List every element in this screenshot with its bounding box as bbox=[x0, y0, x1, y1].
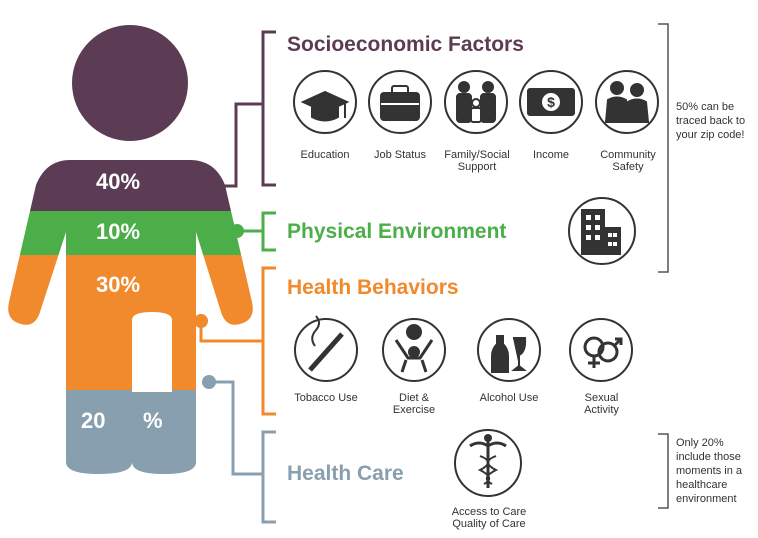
label-diet-exercise: Diet & Exercise bbox=[392, 392, 436, 416]
gender-symbols-icon bbox=[569, 318, 633, 382]
alcohol-icon bbox=[477, 318, 541, 382]
heading-health-care: Health Care bbox=[287, 462, 404, 485]
heading-physical: Physical Environment bbox=[287, 220, 507, 243]
bracket-healthcare bbox=[658, 433, 669, 509]
diet-exercise-icon bbox=[382, 318, 446, 382]
connector-behaviors bbox=[194, 266, 276, 416]
label-sexual-activity: Sexual Activity bbox=[584, 392, 619, 416]
svg-text:$: $ bbox=[547, 94, 555, 110]
percent-behaviors: 30% bbox=[96, 272, 141, 297]
heading-behaviors: Health Behaviors bbox=[287, 276, 459, 299]
label-community-safety: Community Safety bbox=[600, 149, 656, 173]
note-zip-code: 50% can be traced back to your zip code! bbox=[676, 101, 746, 141]
dollar-bill-icon: $ bbox=[519, 70, 583, 134]
percent-health-care-number: 20 bbox=[81, 408, 106, 433]
segment-physical bbox=[8, 211, 253, 255]
label-tobacco-use: Tobacco Use bbox=[294, 392, 358, 404]
note-healthcare: Only 20% include those moments in a heal… bbox=[676, 437, 743, 505]
percent-physical: 10% bbox=[96, 219, 141, 244]
label-education: Education bbox=[300, 149, 350, 161]
label-income: Income bbox=[532, 149, 570, 161]
percent-socioeconomic: 40% bbox=[96, 169, 141, 194]
briefcase-icon bbox=[368, 70, 432, 134]
buildings-icon bbox=[568, 197, 636, 265]
connector-health-care bbox=[202, 375, 276, 524]
label-alcohol-use: Alcohol Use bbox=[479, 392, 539, 404]
label-family-social-support: Family/Social Support bbox=[444, 149, 510, 173]
caduceus-icon bbox=[454, 429, 522, 497]
people-embrace-icon bbox=[595, 70, 659, 134]
connector-physical bbox=[230, 211, 276, 252]
label-access-quality-care: Access to Care Quality of Care bbox=[451, 506, 527, 530]
cigarette-icon bbox=[294, 315, 358, 382]
bracket-zip-code bbox=[658, 23, 669, 273]
connector-socioeconomic bbox=[202, 30, 276, 193]
heading-socioeconomic: Socioeconomic Factors bbox=[287, 33, 524, 56]
percent-health-care-sign: % bbox=[143, 408, 163, 433]
family-icon bbox=[444, 70, 508, 134]
label-job-status: Job Status bbox=[374, 149, 426, 161]
graduation-cap-icon bbox=[293, 70, 357, 134]
segment-health-care bbox=[8, 390, 253, 474]
